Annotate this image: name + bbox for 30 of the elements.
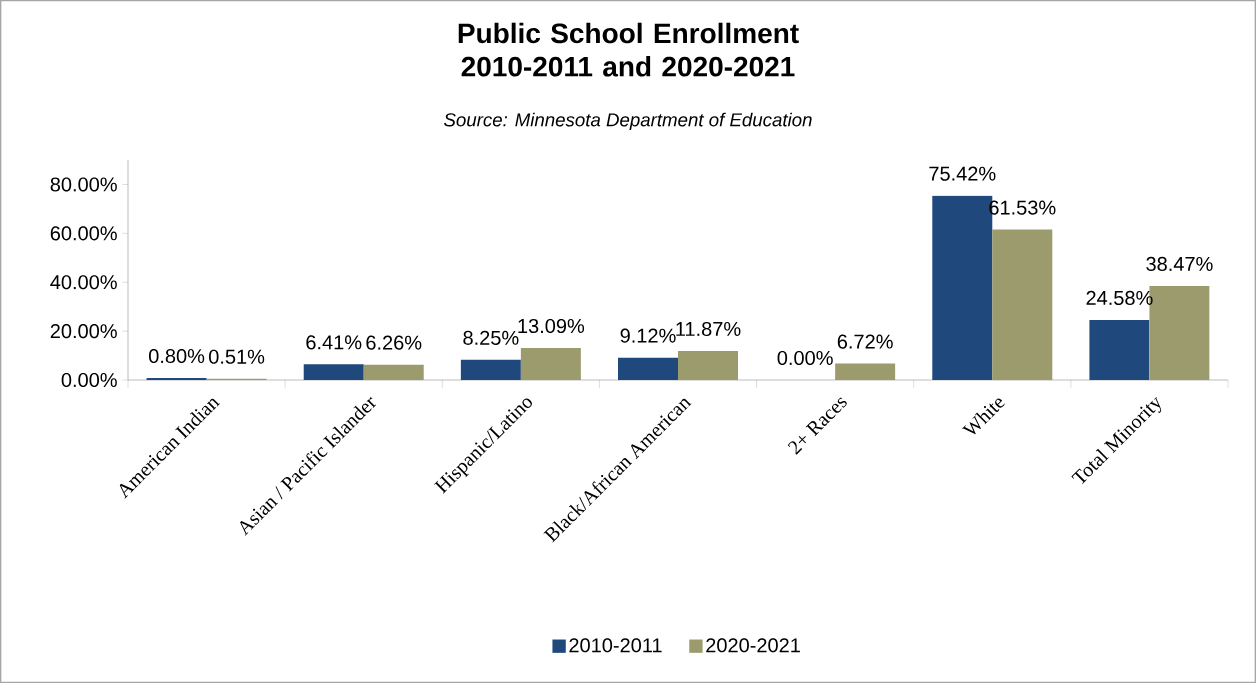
bar <box>363 364 424 380</box>
bar <box>618 357 678 380</box>
data-label: 0.51% <box>209 349 265 364</box>
legend-label: 2010-2011 <box>569 638 662 653</box>
data-label: 0.00% <box>777 350 833 366</box>
bar <box>678 350 738 380</box>
data-label: 75.42% <box>929 166 996 181</box>
y-tick-label: 20.00% <box>50 324 117 339</box>
bar <box>303 364 364 380</box>
data-label: 6.41% <box>306 335 362 350</box>
bar <box>835 363 896 380</box>
y-tick-label: 80.00% <box>50 177 117 192</box>
chart-title: Public School Enrollment 2010-2011 and 2020-2021 <box>458 22 799 77</box>
data-label: 6.72% <box>837 334 893 349</box>
legend-label: 2020-2021 <box>706 638 800 653</box>
data-label: 9.12% <box>620 328 676 343</box>
bar <box>1089 319 1150 380</box>
y-tick-label: 0.00% <box>61 372 117 388</box>
y-tick-label: 60.00% <box>50 226 117 241</box>
data-label: 0.80% <box>149 348 205 364</box>
bar <box>520 348 581 380</box>
bar <box>992 229 1053 380</box>
bar <box>460 359 521 380</box>
data-label: 38.47% <box>1146 256 1213 272</box>
data-label: 8.25% <box>463 330 519 345</box>
y-tick-label: 40.00% <box>50 275 117 290</box>
data-label: 11.87% <box>676 321 741 337</box>
data-label: 6.26% <box>366 335 422 350</box>
source-note: Source: Minnesota Department of Education <box>444 112 812 131</box>
data-label: 13.09% <box>518 318 585 334</box>
